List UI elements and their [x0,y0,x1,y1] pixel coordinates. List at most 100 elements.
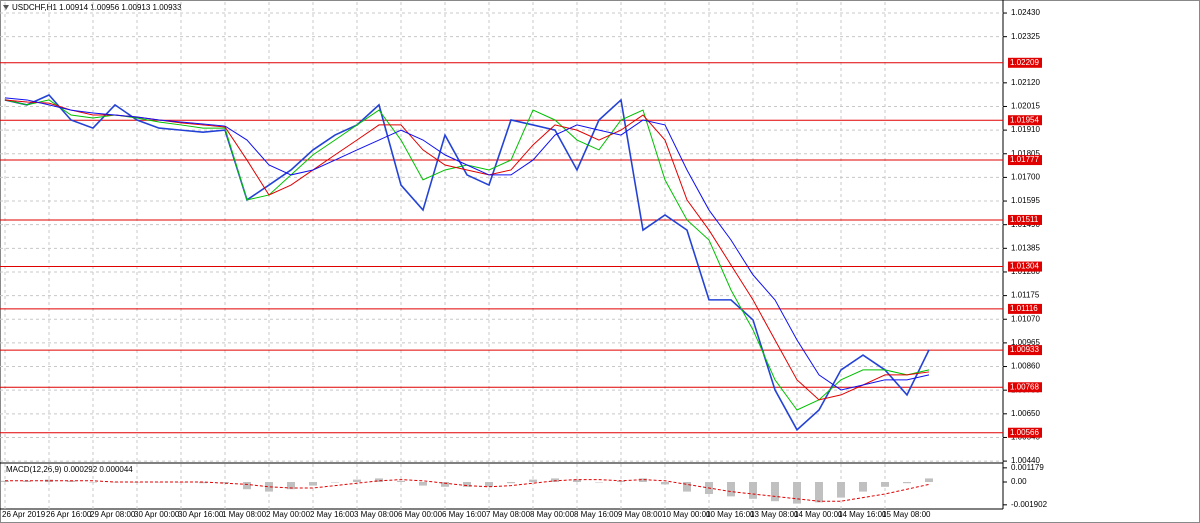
level-label: 1.01511 [1010,215,1039,224]
histogram-bar [595,482,603,483]
histogram-bar [67,480,75,482]
y-tick-label: 1.01175 [1011,291,1040,300]
histogram-bar [397,480,405,482]
histogram-bar [551,478,559,482]
histogram-bar [375,478,383,482]
y-tick-label: 1.02430 [1011,8,1040,17]
level-label-box [1008,261,1042,272]
histogram-bar [485,482,493,487]
level-label-box [1008,155,1042,166]
histogram-bar [749,482,757,499]
x-tick-label: 30 Apr 16:00 [178,510,224,519]
histogram-bar [573,479,581,482]
y-tick-label: 1.00440 [1011,456,1040,465]
y-tick-label: 1.01070 [1011,314,1040,323]
level-label-box [1008,345,1042,356]
level-label-box [1008,382,1042,393]
series-line [5,479,930,502]
level-label: 1.00933 [1010,345,1039,354]
histogram-bar [529,479,537,482]
y-tick-label: 1.01910 [1011,125,1040,134]
level-label-box [1008,57,1042,68]
y-tick-label: 1.00965 [1011,338,1040,347]
level-label: 1.01304 [1010,262,1039,271]
y-tick-label: 1.01280 [1011,267,1040,276]
x-tick-label: 8 May 16:00 [574,510,619,519]
x-tick-label: 6 May 16:00 [442,510,487,519]
x-tick-label: 7 May 08:00 [486,510,531,519]
histogram-bar [661,482,669,485]
x-tick-label: 10 May 00:00 [662,510,711,519]
y-tick-label: 1.02015 [1011,102,1040,111]
x-tick-label: 1 May 08:00 [222,510,267,519]
x-tick-label: 3 May 08:00 [354,510,399,519]
x-tick-label: 15 May 08:00 [882,510,931,519]
y-tick-label: 1.00860 [1011,362,1040,371]
x-tick-label: 13 May 08:00 [750,510,799,519]
histogram-bar [1,480,9,482]
histogram-bar [881,482,889,487]
histogram-bar [727,482,735,497]
histogram-bar [925,478,933,482]
macd-title: MACD(12,26,9) 0.000292 0.000044 [6,465,133,474]
y-tick-label: 0.001179 [1011,463,1044,472]
level-label: 1.00768 [1010,382,1039,391]
histogram-bar [45,479,53,482]
histogram-bar [221,482,229,484]
histogram-bar [859,482,867,492]
histogram-bar [89,482,97,483]
histogram-bar [199,482,207,484]
y-tick-label: 1.01385 [1011,243,1040,252]
x-tick-label: 2 May 16:00 [310,510,355,519]
y-tick-label: 0.00 [1011,477,1027,486]
series-line [4,97,930,391]
histogram-bar [617,480,625,482]
histogram-bar [837,482,845,498]
level-label: 1.01954 [1010,115,1039,124]
x-tick-label: 2 May 00:00 [266,510,311,519]
histogram-bar [683,482,691,492]
histogram-bar [815,482,823,503]
x-tick-label: 8 May 00:00 [530,510,575,519]
level-label: 1.01777 [1010,155,1039,164]
x-tick-label: 9 May 08:00 [618,510,663,519]
histogram-bar [903,482,911,484]
histogram-bar [243,482,251,490]
level-label-box [1008,115,1042,126]
level-label-box [1008,214,1042,225]
x-tick-label: 10 May 16:00 [706,510,755,519]
level-label: 1.01116 [1010,304,1038,313]
series-line [4,94,930,432]
level-label: 1.02209 [1010,58,1039,67]
histogram-bar [331,482,339,483]
y-tick-label: 1.01700 [1011,173,1040,182]
y-tick-label: 1.01805 [1011,149,1040,158]
histogram-bar [507,482,515,484]
histogram-bar [441,482,449,487]
x-tick-label: 30 Apr 00:00 [134,510,180,519]
histogram-bar [353,479,361,482]
x-tick-label: 26 Apr 16:00 [46,510,92,519]
x-tick-label: 29 Apr 08:00 [90,510,136,519]
histogram-bar [463,482,471,487]
menu-icon[interactable] [3,5,9,10]
histogram-bar [639,478,647,482]
y-tick-label: 1.01595 [1011,196,1040,205]
level-label-box [1008,303,1042,314]
chart-title: USDCHF,H1 1.00914 1.00956 1.00913 1.0093… [12,3,182,12]
histogram-bar [265,482,273,492]
level-label: 1.00566 [1010,428,1039,437]
y-tick-label: 1.02325 [1011,32,1040,41]
y-tick-label: 1.02120 [1011,78,1040,87]
histogram-bar [419,482,427,486]
x-tick-label: 14 May 16:00 [838,510,887,519]
x-tick-label: 26 Apr 2019 [2,510,46,519]
x-tick-label: 14 May 00:00 [794,510,843,519]
histogram-bar [155,482,163,483]
histogram-bar [771,482,779,502]
histogram-bar [793,482,801,504]
level-label-box [1008,427,1042,438]
histogram-bar [287,482,295,490]
histogram-bar [309,482,317,486]
